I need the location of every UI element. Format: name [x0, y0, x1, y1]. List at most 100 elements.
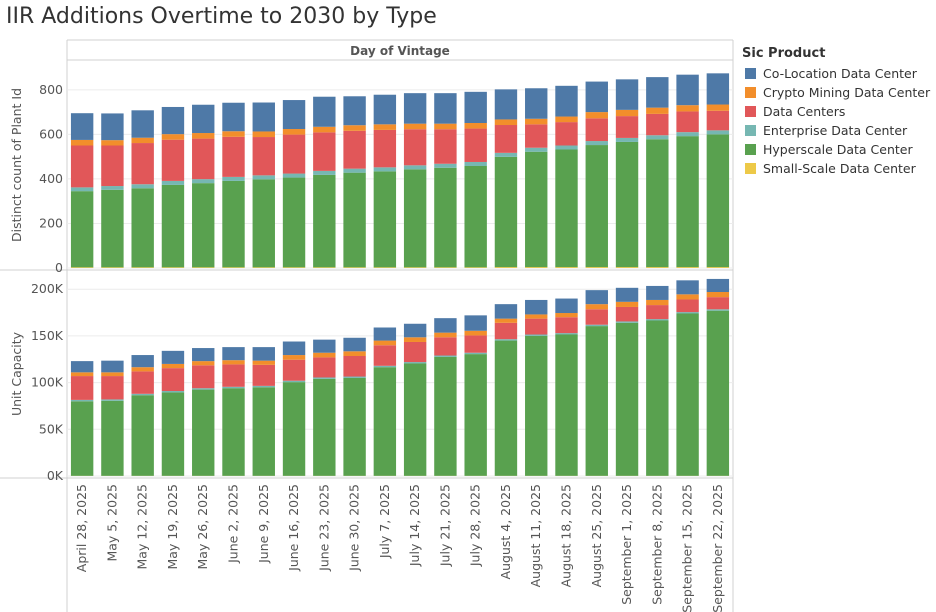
bar-segment-bottom[interactable]: June 9, 2025 — Enterprise Data Center: 1… — [252, 385, 275, 388]
bar-segment-top[interactable]: August 18, 2025 — Small-Scale Data Cente… — [555, 267, 578, 268]
bar-segment-top[interactable]: June 9, 2025 — Crypto Mining Data Center… — [252, 131, 275, 138]
bar-segment-top[interactable]: June 2, 2025 — Co-Location Data Center: … — [222, 102, 245, 132]
bar-segment-bottom[interactable]: May 5, 2025 — Data Centers: 25000 — [101, 376, 124, 400]
bar-segment-top[interactable]: July 7, 2025 — Enterprise Data Center: 1… — [373, 167, 397, 172]
legend-item-co-location[interactable]: Co-Location Data Center — [742, 64, 932, 83]
bar-segment-bottom[interactable]: May 26, 2025 — Crypto Mining Data Center… — [192, 361, 215, 366]
bar-segment-bottom[interactable]: June 16, 2025 — Co-Location Data Center:… — [282, 341, 306, 356]
bar-segment-bottom[interactable]: May 12, 2025 — Data Centers: 24000 — [131, 371, 154, 394]
bar-segment-bottom[interactable]: May 26, 2025 — Enterprise Data Center: 1… — [192, 388, 215, 390]
bar-segment-bottom[interactable]: July 28, 2025 — Crypto Mining Data Cente… — [464, 330, 487, 336]
bar-segment-top[interactable]: September 8, 2025 — Small-Scale Data Cen… — [646, 267, 669, 268]
bar-segment-bottom[interactable]: June 9, 2025 — Co-Location Data Center: … — [252, 347, 275, 361]
bar-segment-bottom[interactable]: September 8, 2025 — Crypto Mining Data C… — [646, 299, 669, 306]
bar-segment-top[interactable]: May 26, 2025 — Small-Scale Data Center: … — [192, 267, 215, 268]
bar-segment-top[interactable]: September 1, 2025 — Co-Location Data Cen… — [615, 79, 639, 110]
bar-segment-bottom[interactable]: May 12, 2025 — Co-Location Data Center: … — [131, 355, 154, 368]
bar-segment-top[interactable]: July 21, 2025 — Crypto Mining Data Cente… — [434, 123, 457, 130]
bar-segment-bottom[interactable]: September 8, 2025 — Data Centers: 15000 — [646, 305, 669, 320]
bar-segment-top[interactable]: May 5, 2025 — Small-Scale Data Center: 3 — [101, 267, 124, 268]
legend-item-hyperscale[interactable]: Hyperscale Data Center — [742, 140, 932, 159]
bar-segment-top[interactable]: August 11, 2025 — Data Centers: 105 — [525, 124, 548, 148]
bar-segment-bottom[interactable]: June 23, 2025 — Co-Location Data Center:… — [313, 339, 336, 353]
bar-segment-top[interactable]: June 23, 2025 — Enterprise Data Center: … — [313, 170, 336, 175]
bar-segment-top[interactable]: July 14, 2025 — Co-Location Data Center:… — [403, 93, 427, 124]
bar-segment-top[interactable]: May 5, 2025 — Data Centers: 182 — [101, 145, 124, 187]
bar-segment-top[interactable]: September 8, 2025 — Enterprise Data Cent… — [646, 135, 669, 140]
bar-segment-top[interactable]: July 28, 2025 — Data Centers: 150 — [464, 128, 487, 162]
bar-segment-bottom[interactable]: May 19, 2025 — Crypto Mining Data Center… — [161, 363, 185, 369]
bar-segment-bottom[interactable]: September 15, 2025 — Co-Location Data Ce… — [676, 280, 699, 295]
bar-segment-top[interactable]: August 11, 2025 — Hyperscale Data Center… — [525, 151, 548, 268]
bar-segment-top[interactable]: June 16, 2025 — Co-Location Data Center:… — [282, 100, 306, 130]
bar-segment-top[interactable]: June 2, 2025 — Hyperscale Data Center: 3… — [222, 180, 245, 268]
bar-segment-bottom[interactable]: April 28, 2025 — Data Centers: 25500 — [70, 376, 94, 400]
bar-segment-bottom[interactable]: June 2, 2025 — Co-Location Data Center: … — [222, 347, 245, 361]
bar-segment-bottom[interactable]: July 7, 2025 — Crypto Mining Data Center… — [373, 340, 397, 346]
bar-segment-bottom[interactable]: July 28, 2025 — Hyperscale Data Center: … — [464, 354, 487, 476]
bar-segment-top[interactable]: May 19, 2025 — Enterprise Data Center: 1… — [161, 180, 185, 185]
bar-segment-bottom[interactable]: August 18, 2025 — Data Centers: 17000 — [555, 317, 578, 334]
bar-segment-bottom[interactable]: August 4, 2025 — Data Centers: 17500 — [494, 322, 518, 340]
bar-segment-bottom[interactable]: May 26, 2025 — Data Centers: 24500 — [192, 365, 215, 389]
bar-segment-top[interactable]: June 9, 2025 — Hyperscale Data Center: 3… — [252, 179, 275, 268]
legend-item-small-scale[interactable]: Small-Scale Data Center — [742, 159, 932, 178]
bar-segment-top[interactable]: August 11, 2025 — Enterprise Data Center… — [525, 147, 548, 152]
bar-segment-top[interactable]: June 16, 2025 — Data Centers: 175 — [282, 134, 306, 174]
bar-segment-bottom[interactable]: August 25, 2025 — Hyperscale Data Center… — [585, 326, 608, 476]
bar-segment-top[interactable]: August 4, 2025 — Enterprise Data Center:… — [494, 152, 518, 157]
legend-item-enterprise[interactable]: Enterprise Data Center — [742, 121, 932, 140]
bar-segment-top[interactable]: September 1, 2025 — Enterprise Data Cent… — [615, 137, 639, 142]
bar-segment-bottom[interactable]: June 30, 2025 — Crypto Mining Data Cente… — [343, 351, 366, 356]
legend-item-crypto-mining[interactable]: Crypto Mining Data Center — [742, 83, 932, 102]
bar-segment-bottom[interactable]: September 22, 2025 — Hyperscale Data Cen… — [706, 310, 730, 476]
bar-segment-top[interactable]: June 30, 2025 — Crypto Mining Data Cente… — [343, 125, 366, 131]
bar-segment-top[interactable]: July 28, 2025 — Small-Scale Data Center:… — [464, 267, 487, 268]
bar-segment-top[interactable]: July 7, 2025 — Hyperscale Data Center: 4… — [373, 171, 397, 268]
bar-segment-bottom[interactable]: June 30, 2025 — Enterprise Data Center: … — [343, 376, 366, 378]
bar-segment-bottom[interactable]: July 21, 2025 — Hyperscale Data Center: … — [434, 356, 457, 476]
bar-segment-top[interactable]: May 5, 2025 — Enterprise Data Center: 17 — [101, 186, 124, 190]
bar-segment-top[interactable]: April 28, 2025 — Data Centers: 188 — [70, 145, 94, 188]
bar-segment-top[interactable]: May 12, 2025 — Small-Scale Data Center: … — [131, 267, 154, 268]
bar-segment-bottom[interactable]: June 16, 2025 — Enterprise Data Center: … — [282, 380, 306, 383]
bar-segment-bottom[interactable]: May 5, 2025 — Co-Location Data Center: 1… — [101, 360, 124, 373]
bar-segment-bottom[interactable]: May 19, 2025 — Hyperscale Data Center: 8… — [161, 392, 185, 476]
bar-segment-top[interactable]: July 14, 2025 — Hyperscale Data Center: … — [403, 169, 427, 268]
bar-segment-bottom[interactable]: September 8, 2025 — Co-Location Data Cen… — [646, 285, 669, 300]
bar-segment-top[interactable]: July 21, 2025 — Co-Location Data Center:… — [434, 93, 457, 124]
bar-segment-top[interactable]: August 11, 2025 — Small-Scale Data Cente… — [525, 267, 548, 268]
bar-segment-top[interactable]: August 4, 2025 — Hyperscale Data Center:… — [494, 156, 518, 268]
bar-segment-top[interactable]: May 26, 2025 — Data Centers: 182 — [192, 138, 215, 180]
bar-segment-bottom[interactable]: May 19, 2025 — Enterprise Data Center: 1… — [161, 391, 185, 393]
bar-segment-bottom[interactable]: May 19, 2025 — Co-Location Data Center: … — [161, 350, 185, 364]
bar-segment-bottom[interactable]: July 21, 2025 — Data Centers: 19500 — [434, 337, 457, 356]
bar-segment-top[interactable]: May 5, 2025 — Hyperscale Data Center: 34… — [101, 189, 124, 268]
bar-segment-top[interactable]: June 9, 2025 — Small-Scale Data Center: … — [252, 267, 275, 268]
bar-segment-bottom[interactable]: September 1, 2025 — Co-Location Data Cen… — [615, 287, 639, 302]
bar-segment-bottom[interactable]: June 9, 2025 — Crypto Mining Data Center… — [252, 360, 275, 365]
bar-segment-top[interactable]: June 30, 2025 — Small-Scale Data Center:… — [343, 267, 366, 268]
bar-segment-top[interactable]: July 21, 2025 — Small-Scale Data Center:… — [434, 267, 457, 268]
bar-segment-top[interactable]: September 15, 2025 — Data Centers: 93 — [676, 111, 699, 133]
bar-segment-top[interactable]: July 7, 2025 — Data Centers: 168 — [373, 129, 397, 168]
bar-segment-top[interactable]: July 28, 2025 — Crypto Mining Data Cente… — [464, 123, 487, 129]
bar-segment-bottom[interactable]: May 26, 2025 — Co-Location Data Center: … — [192, 348, 215, 362]
bar-segment-bottom[interactable]: September 15, 2025 — Hyperscale Data Cen… — [676, 313, 699, 476]
bar-segment-bottom[interactable]: September 8, 2025 — Hyperscale Data Cent… — [646, 320, 669, 476]
bar-segment-top[interactable]: September 1, 2025 — Hyperscale Data Cent… — [615, 141, 639, 268]
legend-item-data-centers[interactable]: Data Centers — [742, 102, 932, 121]
bar-segment-bottom[interactable]: May 5, 2025 — Enterprise Data Center: 15… — [101, 399, 124, 401]
bar-segment-top[interactable]: June 23, 2025 — Hyperscale Data Center: … — [313, 174, 336, 268]
bar-segment-top[interactable]: May 19, 2025 — Hyperscale Data Center: 3… — [161, 184, 185, 268]
bar-segment-top[interactable]: September 8, 2025 — Co-Location Data Cen… — [646, 77, 669, 108]
bar-segment-top[interactable]: July 14, 2025 — Small-Scale Data Center:… — [403, 267, 427, 268]
bar-segment-top[interactable]: September 1, 2025 — Small-Scale Data Cen… — [615, 267, 639, 268]
bar-segment-bottom[interactable]: July 21, 2025 — Co-Location Data Center:… — [434, 318, 457, 333]
bar-segment-top[interactable]: September 1, 2025 — Data Centers: 98 — [615, 116, 639, 138]
bar-segment-top[interactable]: May 19, 2025 — Crypto Mining Data Center… — [161, 134, 185, 140]
bar-segment-top[interactable]: June 30, 2025 — Enterprise Data Center: … — [343, 168, 366, 173]
bar-segment-top[interactable]: May 12, 2025 — Enterprise Data Center: 1… — [131, 184, 154, 189]
bar-segment-top[interactable]: July 7, 2025 — Co-Location Data Center: … — [373, 94, 397, 125]
bar-segment-top[interactable]: April 28, 2025 — Hyperscale Data Center:… — [70, 191, 94, 268]
